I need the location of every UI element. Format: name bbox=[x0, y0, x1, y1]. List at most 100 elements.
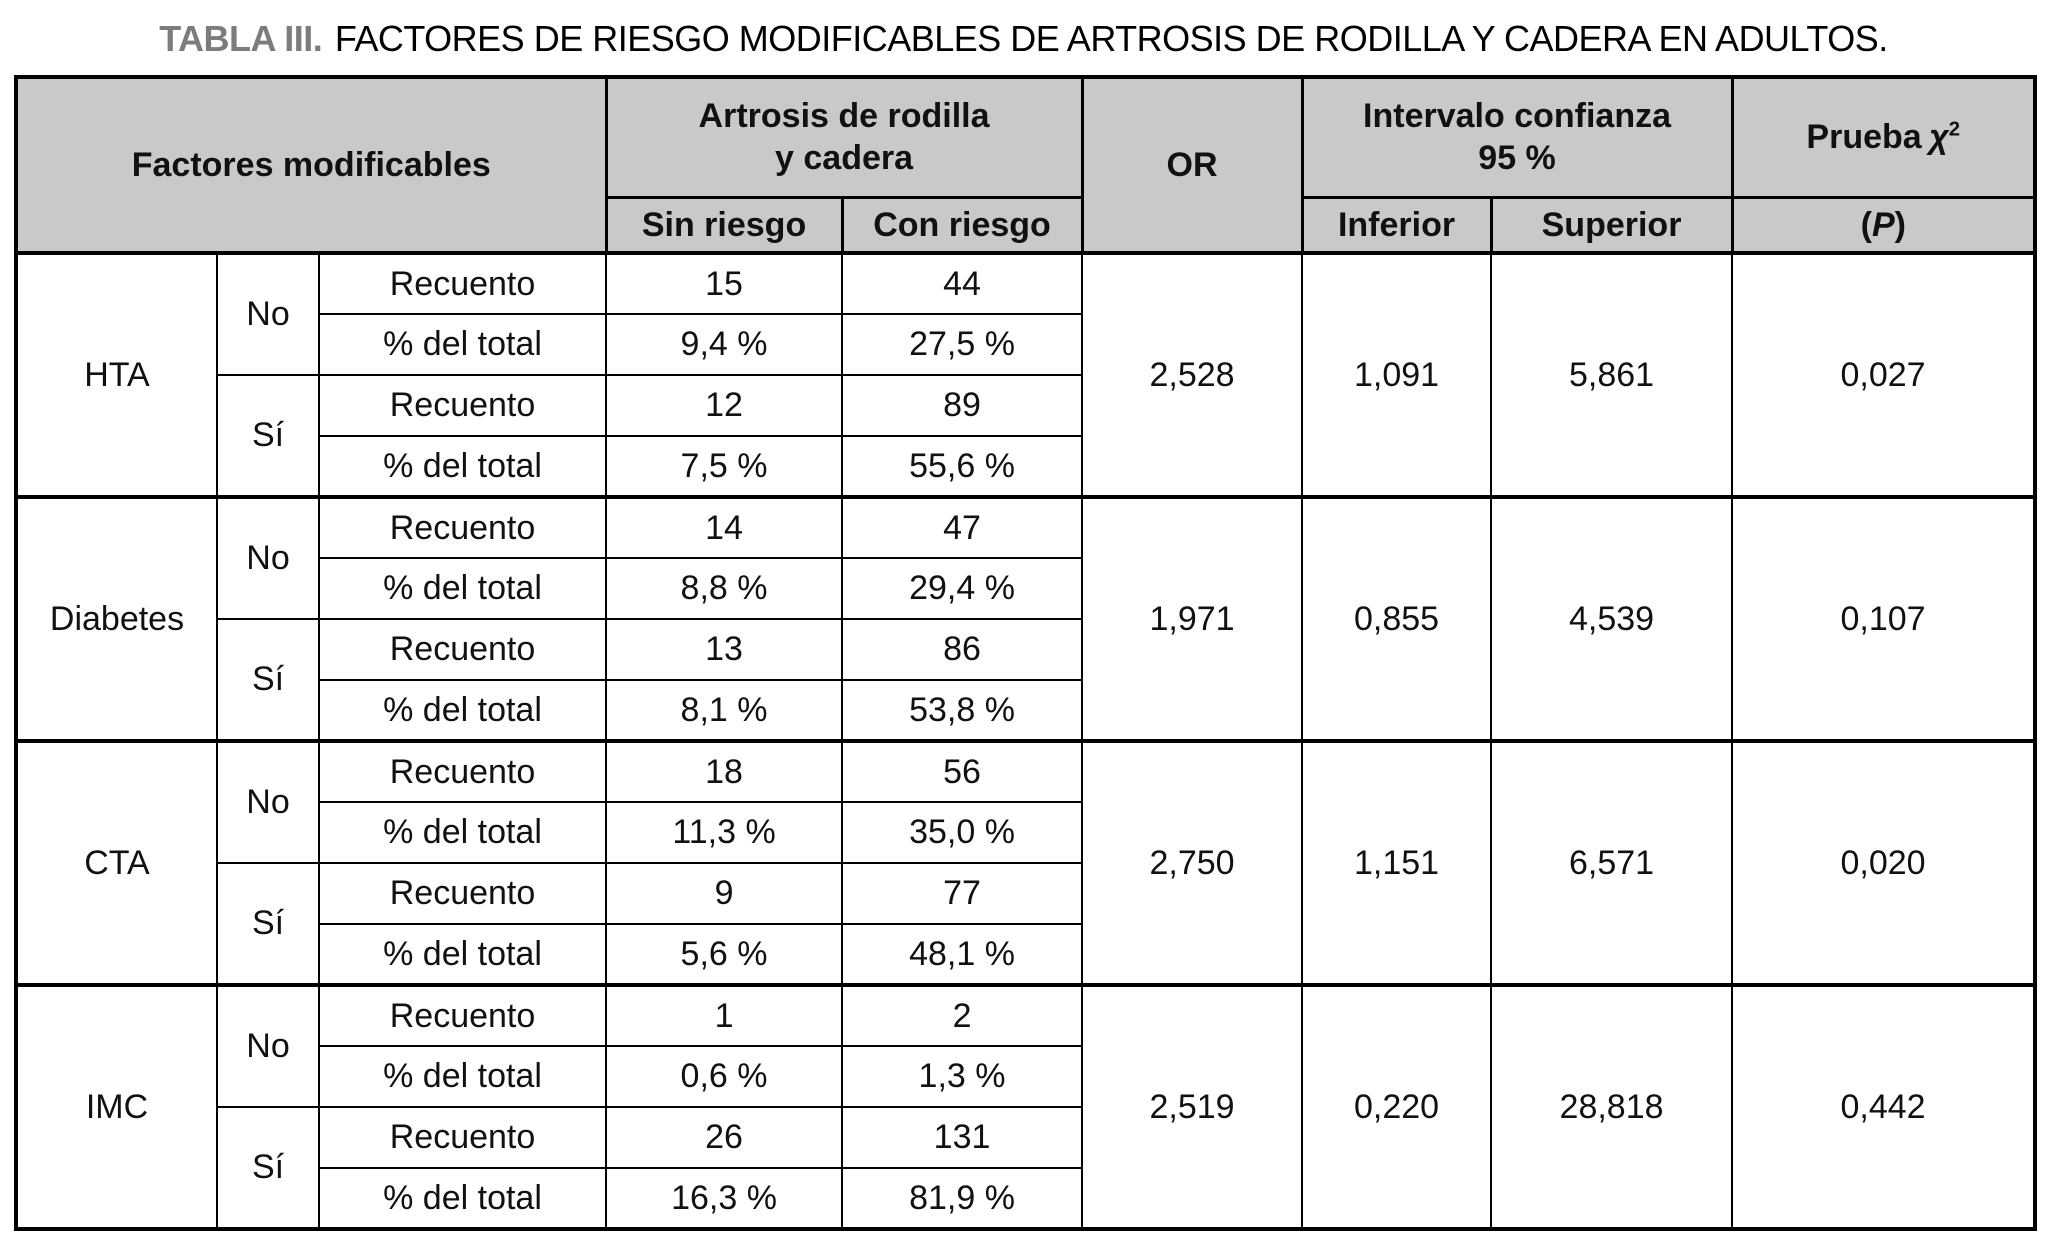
measure-label-cell: % del total bbox=[317, 313, 608, 376]
table-title-label: TABLA III. bbox=[159, 18, 323, 59]
measure-label-cell: % del total bbox=[317, 1045, 608, 1108]
yn-cell-si: Sí bbox=[216, 618, 320, 742]
table-row: Sí Recuento 13 86 bbox=[16, 618, 2035, 742]
or-cell: 2,750 bbox=[1081, 739, 1304, 986]
header-or: OR bbox=[1080, 75, 1304, 255]
table-row: % del total 7,5 % 55,6 % bbox=[16, 435, 2035, 498]
yn-cell-no: No bbox=[216, 983, 320, 1108]
table-row: % del total 5,6 % 48,1 % bbox=[16, 923, 2035, 986]
value-cell: 86 bbox=[841, 618, 1084, 681]
p-value-cell: 0,020 bbox=[1731, 739, 2037, 986]
factor-name-cell: HTA bbox=[15, 251, 218, 498]
ci-inferior-cell: 1,091 bbox=[1301, 251, 1493, 498]
prueba-label: Prueba bbox=[1806, 118, 1922, 156]
value-cell: 13 bbox=[605, 618, 844, 681]
yn-cell-no: No bbox=[216, 251, 320, 376]
ci-superior-cell: 4,539 bbox=[1490, 495, 1734, 742]
header-intervalo-confianza: Intervalo confianza 95 % bbox=[1300, 75, 1734, 199]
value-cell: 35,0 % bbox=[841, 801, 1084, 864]
factor-name-cell: CTA bbox=[15, 739, 218, 986]
measure-label-cell: Recuento bbox=[317, 1106, 608, 1169]
table-title-text: FACTORES DE RIESGO MODIFICABLES DE ARTRO… bbox=[334, 18, 1888, 59]
table-row: % del total 8,1 % 53,8 % bbox=[16, 679, 2035, 742]
p-value-cell: 0,027 bbox=[1731, 251, 2037, 498]
value-cell: 15 bbox=[605, 251, 844, 315]
value-cell: 81,9 % bbox=[841, 1167, 1084, 1230]
header-artrosis-rodilla-cadera: Artrosis de rodilla y cadera bbox=[604, 75, 1084, 199]
table-row: CTA No Recuento 18 56 2,750 1,151 6,571 … bbox=[15, 739, 2037, 986]
table-title: TABLA III. FACTORES DE RIESGO MODIFICABLE… bbox=[0, 18, 2047, 60]
value-cell: 27,5 % bbox=[841, 313, 1084, 376]
measure-label-cell: % del total bbox=[317, 1167, 608, 1230]
value-cell: 29,4 % bbox=[841, 557, 1084, 620]
value-cell: 55,6 % bbox=[841, 435, 1084, 498]
table-row: % del total 16,3 % 81,9 % bbox=[16, 1167, 2035, 1230]
value-cell: 89 bbox=[841, 374, 1084, 437]
table-row: IMC No Recuento 1 2 2,519 0,220 28,818 0… bbox=[15, 983, 2037, 1230]
table-row: Diabetes No Recuento 14 47 1,971 0,855 4… bbox=[15, 495, 2037, 742]
value-cell: 26 bbox=[605, 1106, 844, 1169]
value-cell: 11,3 % bbox=[605, 801, 844, 864]
value-cell: 7,5 % bbox=[605, 435, 844, 498]
measure-label-cell: Recuento bbox=[317, 374, 608, 437]
value-cell: 18 bbox=[605, 739, 844, 803]
factor-name-cell: IMC bbox=[15, 983, 218, 1230]
p-value-cell: 0,107 bbox=[1731, 495, 2037, 742]
p-letter: P bbox=[1871, 205, 1895, 244]
ci-superior-cell: 28,818 bbox=[1490, 983, 1734, 1230]
value-cell: 1 bbox=[605, 983, 844, 1047]
value-cell: 14 bbox=[605, 495, 844, 559]
value-cell: 9,4 % bbox=[605, 313, 844, 376]
measure-label-cell: % del total bbox=[317, 679, 608, 742]
value-cell: 77 bbox=[841, 862, 1084, 925]
ci-superior-cell: 6,571 bbox=[1490, 739, 1734, 986]
yn-cell-no: No bbox=[216, 495, 320, 620]
header-con-riesgo: Con riesgo bbox=[840, 195, 1084, 255]
or-cell: 2,519 bbox=[1081, 983, 1304, 1230]
value-cell: 53,8 % bbox=[841, 679, 1084, 742]
table-row: HTA No Recuento 15 44 2,528 1,091 5,861 … bbox=[15, 251, 2037, 498]
header-inferior: Inferior bbox=[1300, 195, 1493, 255]
value-cell: 131 bbox=[841, 1106, 1084, 1169]
factor-name-cell: Diabetes bbox=[15, 495, 218, 742]
value-cell: 9 bbox=[605, 862, 844, 925]
ci-inferior-cell: 0,220 bbox=[1301, 983, 1493, 1230]
measure-label-cell: Recuento bbox=[317, 739, 608, 803]
yn-cell-no: No bbox=[216, 739, 320, 864]
measure-label-cell: Recuento bbox=[317, 862, 608, 925]
measure-label-cell: % del total bbox=[317, 801, 608, 864]
p-value-cell: 0,442 bbox=[1731, 983, 2037, 1230]
yn-cell-si: Sí bbox=[216, 374, 320, 498]
value-cell: 1,3 % bbox=[841, 1045, 1084, 1108]
header-superior: Superior bbox=[1489, 195, 1734, 255]
table-row: Sí Recuento 26 131 bbox=[16, 1106, 2035, 1230]
value-cell: 12 bbox=[605, 374, 844, 437]
header-p-value: (P) bbox=[1730, 195, 2037, 255]
table-row: % del total 8,8 % 29,4 % bbox=[16, 557, 2035, 620]
measure-label-cell: % del total bbox=[317, 923, 608, 986]
measure-label-cell: Recuento bbox=[317, 983, 608, 1047]
measure-label-cell: Recuento bbox=[317, 251, 608, 315]
yn-cell-si: Sí bbox=[216, 1106, 320, 1230]
table-row: Sí Recuento 9 77 bbox=[16, 862, 2035, 986]
header-factores-modificables: Factores modificables bbox=[14, 75, 608, 255]
value-cell: 47 bbox=[841, 495, 1084, 559]
measure-label-cell: Recuento bbox=[317, 495, 608, 559]
or-cell: 2,528 bbox=[1081, 251, 1304, 498]
or-cell: 1,971 bbox=[1081, 495, 1304, 742]
table-row: % del total 11,3 % 35,0 % bbox=[16, 801, 2035, 864]
value-cell: 44 bbox=[841, 251, 1084, 315]
value-cell: 56 bbox=[841, 739, 1084, 803]
value-cell: 2 bbox=[841, 983, 1084, 1047]
ci-inferior-cell: 0,855 bbox=[1301, 495, 1493, 742]
header-sin-riesgo: Sin riesgo bbox=[604, 195, 844, 255]
value-cell: 8,1 % bbox=[605, 679, 844, 742]
measure-label-cell: Recuento bbox=[317, 618, 608, 681]
table-row: % del total 0,6 % 1,3 % bbox=[16, 1045, 2035, 1108]
measure-label-cell: % del total bbox=[317, 435, 608, 498]
value-cell: 5,6 % bbox=[605, 923, 844, 986]
header-prueba-chi2: Prueba χ2 bbox=[1730, 75, 2037, 199]
value-cell: 0,6 % bbox=[605, 1045, 844, 1108]
p-paren-open: ( bbox=[1860, 205, 1872, 244]
chi-symbol: χ bbox=[1929, 118, 1949, 156]
